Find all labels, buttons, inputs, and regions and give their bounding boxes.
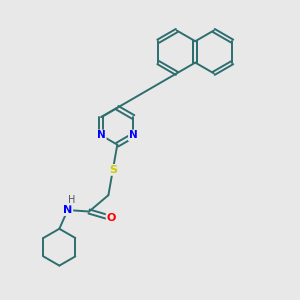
Text: N: N: [97, 130, 106, 140]
Text: N: N: [129, 130, 138, 140]
Text: H: H: [68, 195, 75, 205]
Text: O: O: [107, 213, 116, 223]
Text: N: N: [63, 205, 72, 215]
Text: S: S: [109, 165, 117, 175]
